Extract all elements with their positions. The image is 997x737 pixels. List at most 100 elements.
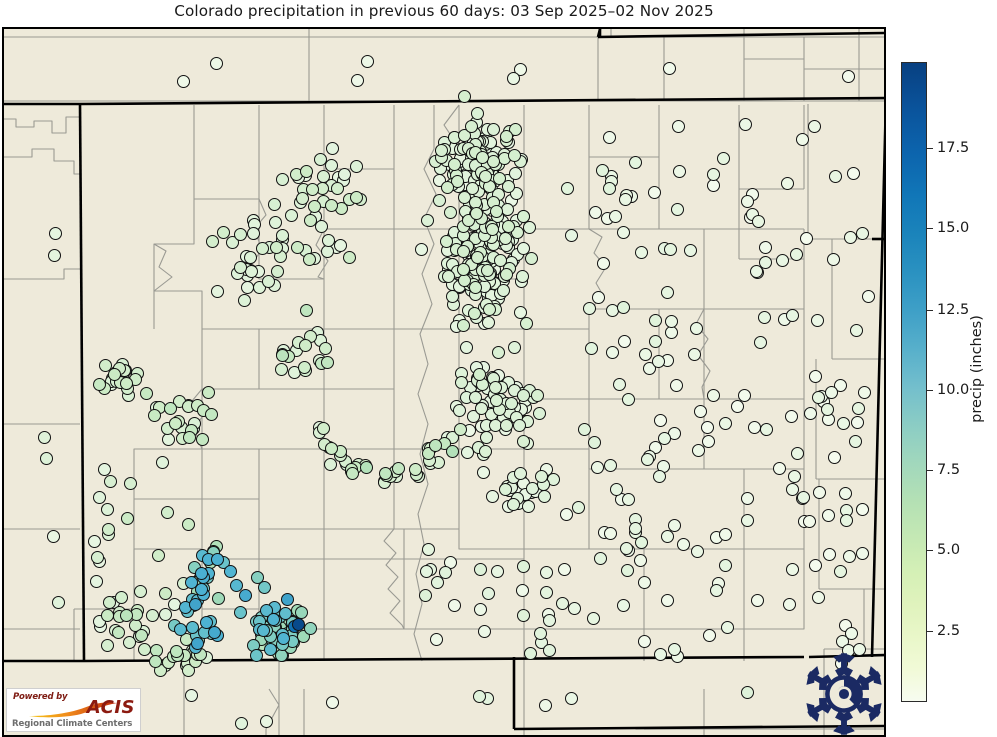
- station-point[interactable]: [300, 303, 314, 317]
- station-point[interactable]: [637, 635, 651, 649]
- station-point[interactable]: [208, 625, 222, 639]
- station-point[interactable]: [603, 130, 617, 144]
- station-point[interactable]: [855, 503, 869, 517]
- station-point[interactable]: [240, 280, 254, 294]
- station-point[interactable]: [620, 542, 634, 556]
- station-point[interactable]: [421, 543, 435, 557]
- station-point[interactable]: [849, 323, 863, 337]
- station-point[interactable]: [749, 264, 763, 278]
- station-point[interactable]: [103, 596, 117, 610]
- station-point[interactable]: [160, 505, 174, 519]
- station-point[interactable]: [720, 621, 734, 635]
- station-point[interactable]: [337, 167, 351, 181]
- station-point[interactable]: [91, 551, 105, 565]
- station-point[interactable]: [654, 414, 668, 428]
- station-point[interactable]: [164, 401, 178, 415]
- station-point[interactable]: [409, 462, 423, 476]
- station-point[interactable]: [488, 380, 502, 394]
- station-point[interactable]: [508, 149, 522, 163]
- station-point[interactable]: [315, 219, 329, 233]
- station-point[interactable]: [797, 490, 811, 504]
- station-point[interactable]: [628, 155, 642, 169]
- station-point[interactable]: [268, 197, 282, 211]
- station-point[interactable]: [702, 629, 716, 643]
- station-point[interactable]: [455, 376, 469, 390]
- station-point[interactable]: [668, 518, 682, 532]
- station-point[interactable]: [498, 482, 512, 496]
- station-point[interactable]: [291, 617, 305, 631]
- station-point[interactable]: [257, 623, 271, 637]
- station-point[interactable]: [257, 580, 271, 594]
- station-point[interactable]: [445, 445, 459, 459]
- station-point[interactable]: [505, 397, 519, 410]
- station-point[interactable]: [683, 243, 697, 257]
- station-point[interactable]: [610, 483, 624, 497]
- station-point[interactable]: [174, 623, 188, 637]
- station-point[interactable]: [676, 537, 690, 551]
- station-point[interactable]: [486, 223, 500, 237]
- station-point[interactable]: [591, 291, 605, 305]
- station-point[interactable]: [298, 339, 312, 353]
- station-point[interactable]: [360, 461, 374, 475]
- station-point[interactable]: [159, 587, 173, 601]
- station-point[interactable]: [280, 592, 294, 606]
- station-point[interactable]: [633, 553, 647, 567]
- station-point[interactable]: [787, 469, 801, 483]
- station-point[interactable]: [508, 167, 522, 181]
- station-point[interactable]: [210, 553, 224, 567]
- map-canvas[interactable]: [2, 27, 886, 737]
- station-point[interactable]: [430, 632, 444, 646]
- station-point[interactable]: [182, 517, 196, 531]
- station-point[interactable]: [479, 444, 493, 458]
- station-point[interactable]: [195, 566, 209, 580]
- station-point[interactable]: [834, 565, 848, 579]
- station-point[interactable]: [161, 433, 175, 447]
- station-point[interactable]: [533, 626, 547, 640]
- station-point[interactable]: [123, 476, 137, 490]
- station-point[interactable]: [418, 589, 432, 603]
- station-point[interactable]: [603, 526, 617, 540]
- station-point[interactable]: [647, 186, 661, 200]
- station-point[interactable]: [472, 368, 486, 382]
- station-point[interactable]: [597, 257, 611, 271]
- station-point[interactable]: [758, 241, 772, 255]
- station-point[interactable]: [212, 592, 226, 606]
- station-point[interactable]: [692, 444, 706, 458]
- station-point[interactable]: [475, 151, 489, 165]
- station-point[interactable]: [577, 422, 591, 436]
- station-point[interactable]: [507, 341, 521, 355]
- station-point[interactable]: [190, 637, 204, 651]
- station-point[interactable]: [243, 251, 257, 265]
- station-point[interactable]: [586, 611, 600, 625]
- station-point[interactable]: [123, 635, 137, 649]
- station-point[interactable]: [119, 608, 133, 622]
- station-point[interactable]: [776, 254, 790, 268]
- station-point[interactable]: [490, 564, 504, 578]
- station-point[interactable]: [140, 386, 154, 400]
- station-point[interactable]: [521, 500, 535, 514]
- station-point[interactable]: [822, 508, 836, 522]
- station-point[interactable]: [501, 180, 515, 194]
- station-point[interactable]: [194, 582, 208, 596]
- station-point[interactable]: [46, 529, 60, 543]
- station-point[interactable]: [158, 608, 172, 622]
- station-point[interactable]: [497, 283, 511, 297]
- station-point[interactable]: [602, 181, 616, 195]
- station-point[interactable]: [634, 246, 648, 260]
- station-point[interactable]: [419, 564, 433, 578]
- station-point[interactable]: [843, 231, 857, 245]
- station-point[interactable]: [458, 90, 472, 104]
- station-point[interactable]: [480, 264, 494, 278]
- station-point[interactable]: [785, 308, 799, 322]
- station-point[interactable]: [773, 461, 787, 475]
- station-point[interactable]: [617, 598, 631, 612]
- station-point[interactable]: [474, 563, 488, 577]
- station-point[interactable]: [738, 388, 752, 402]
- station-point[interactable]: [233, 605, 247, 619]
- station-point[interactable]: [559, 507, 573, 521]
- station-point[interactable]: [500, 419, 514, 433]
- station-point[interactable]: [664, 315, 678, 329]
- station-point[interactable]: [268, 216, 282, 230]
- station-point[interactable]: [210, 56, 224, 70]
- station-point[interactable]: [838, 487, 852, 501]
